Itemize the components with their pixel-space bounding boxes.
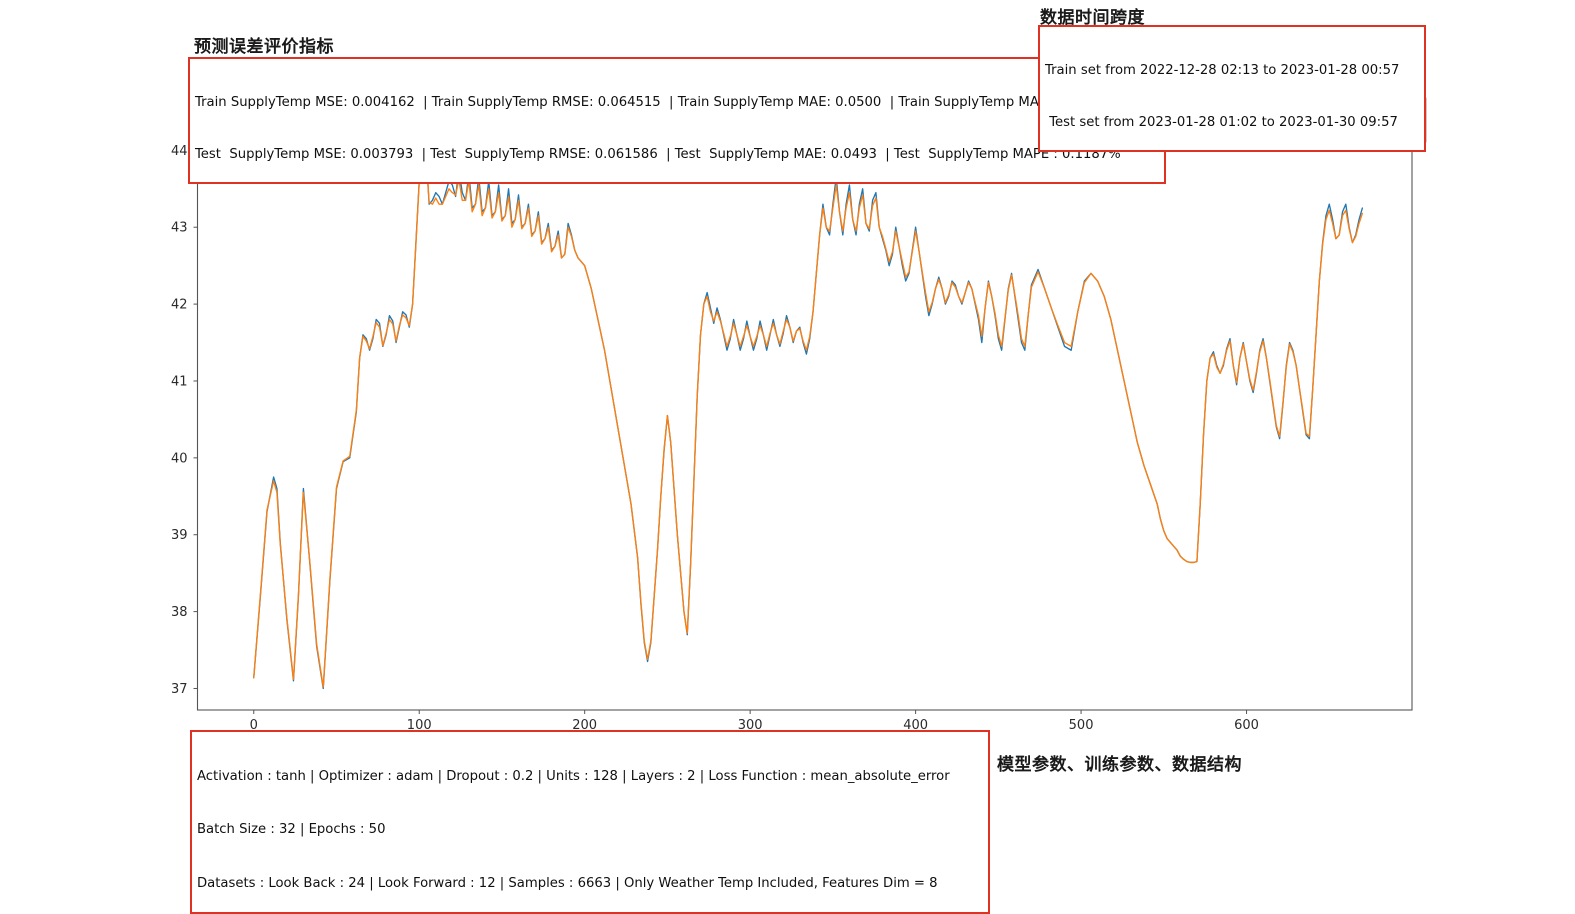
svg-text:44: 44 — [171, 144, 188, 159]
metrics-train-line: Train SupplyTemp MSE: 0.004162 | Train S… — [195, 95, 1127, 111]
params-annotation-heading: 模型参数、训练参数、数据结构 — [997, 755, 1242, 775]
svg-text:41: 41 — [171, 374, 188, 389]
svg-text:39: 39 — [171, 528, 188, 543]
metrics-text-box: Train SupplyTemp MSE: 0.004162 | Train S… — [188, 57, 1166, 185]
svg-text:500: 500 — [1069, 718, 1094, 733]
svg-text:200: 200 — [572, 718, 597, 733]
timespan-test-line: Test set from 2023-01-28 01:02 to 2023-0… — [1045, 114, 1398, 130]
params-training-line: Batch Size : 32 | Epochs : 50 — [197, 822, 386, 838]
params-dataset-line: Datasets : Look Back : 24 | Look Forward… — [197, 875, 938, 891]
svg-text:42: 42 — [171, 298, 188, 313]
svg-text:400: 400 — [903, 718, 928, 733]
svg-text:38: 38 — [171, 605, 188, 620]
params-text-box: Activation : tanh | Optimizer : adam | D… — [190, 730, 990, 914]
metrics-annotation-heading: 预测误差评价指标 — [194, 37, 334, 57]
svg-text:100: 100 — [407, 718, 432, 733]
line-chart: 0 100 200 300 400 500 600 37 38 39 40 41 42 43 44 — [171, 94, 1413, 733]
series-prediction — [253, 118, 1364, 688]
svg-text:300: 300 — [738, 718, 763, 733]
timespan-text-box: Train set from 2022-12-28 02:13 to 2023-… — [1038, 25, 1426, 153]
series-real — [253, 118, 1364, 690]
svg-text:0: 0 — [250, 718, 258, 733]
timespan-annotation-heading: 数据时间跨度 — [1040, 8, 1145, 28]
params-model-line: Activation : tanh | Optimizer : adam | D… — [197, 769, 950, 785]
chart-figure: 0 100 200 300 400 500 600 37 38 39 40 41 42 43 44 — [171, 94, 1413, 733]
timespan-train-line: Train set from 2022-12-28 02:13 to 2023-… — [1045, 63, 1400, 79]
svg-text:600: 600 — [1234, 718, 1259, 733]
svg-text:43: 43 — [171, 221, 188, 236]
metrics-test-line: Test SupplyTemp MSE: 0.003793 | Test Sup… — [195, 146, 1121, 162]
svg-text:37: 37 — [171, 682, 188, 697]
svg-text:40: 40 — [171, 451, 188, 466]
